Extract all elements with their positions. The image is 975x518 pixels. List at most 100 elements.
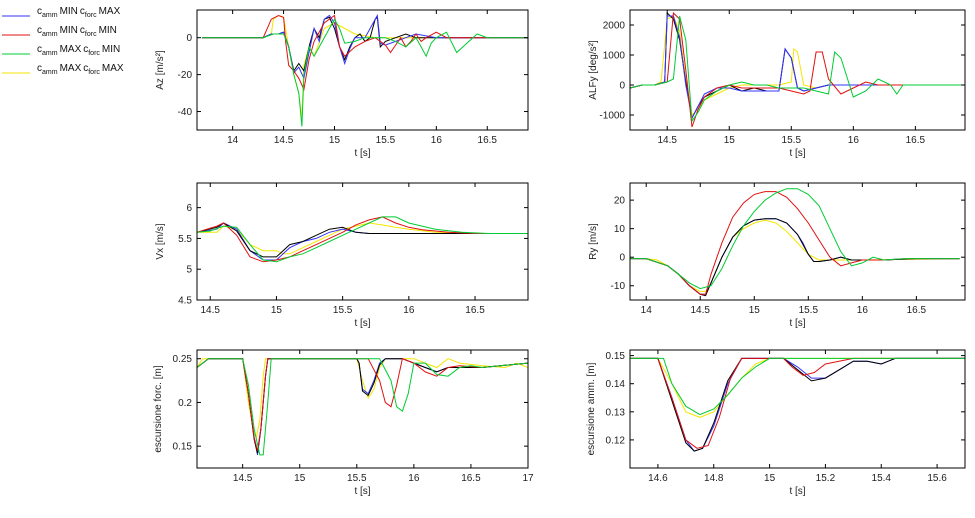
y-tick-label: 20 (614, 196, 626, 207)
series-line-green (197, 216, 528, 263)
x-tick-label: 16 (848, 135, 860, 146)
x-tick-label: 15.5 (799, 305, 819, 316)
axes-frame (196, 182, 529, 301)
series-line-green (630, 15, 965, 123)
vx-plot: 14.5 15 15.5 16 16.5 6 5.5 5 4.5 t [s] Vx [m/s] (155, 182, 529, 329)
y-tick-label: 0.14 (606, 379, 626, 390)
series-line-green (630, 357, 965, 416)
y-tick-label: 4.5 (178, 296, 192, 307)
series-line-blue (630, 218, 960, 295)
series-line-red (197, 358, 528, 451)
series-line-yellow (202, 14, 528, 119)
x-tick-label: 14 (641, 305, 653, 316)
y-tick-label: -10 (611, 281, 626, 292)
series-line-black (197, 358, 528, 454)
y-axis-label: Az [m/s²] (155, 50, 166, 90)
y-tick-label: 1000 (603, 51, 626, 62)
y-axis-label: escursione forc. [m] (153, 365, 164, 452)
y-axis-label: Vx [m/s] (155, 223, 166, 259)
x-tick-label: 15.6 (927, 473, 947, 484)
x-tick-label: 16 (857, 305, 869, 316)
x-tick-label: 15 (764, 473, 776, 484)
axes-frame (196, 349, 529, 469)
legend-entry: camm MAX cforc MIN (2, 44, 120, 57)
x-tick-label: 14.5 (274, 135, 294, 146)
x-tick-label: 15.4 (872, 473, 892, 484)
x-tick-label: 15 (294, 473, 306, 484)
x-axis-label: t [s] (354, 486, 370, 497)
escursione-forc-plot: 14.5 15 15.5 16 16.5 17 0.25 0.2 0.15 t [s] escurs… (153, 349, 534, 497)
series-line-yellow (630, 219, 960, 292)
y-tick-label: -40 (178, 107, 193, 118)
y-tick-label: 0.25 (173, 354, 193, 365)
x-tick-label: 16.5 (906, 135, 926, 146)
x-tick-label: 14.6 (648, 473, 668, 484)
x-tick-label: 16 (403, 305, 415, 316)
series-line-black (197, 222, 528, 258)
series-line-yellow (630, 15, 965, 117)
series-line-blue (197, 358, 528, 455)
y-tick-label: 0.15 (606, 351, 626, 362)
x-tick-label: 15 (749, 305, 761, 316)
y-tick-label: 0.13 (606, 407, 626, 418)
series-line-green (202, 18, 528, 127)
series-line-red (630, 191, 960, 295)
series-line-yellow (630, 357, 965, 418)
ry-plot: 14 14.5 15 15.5 16 16.5 20 10 0 -10 t [s] Ry [m/s] (588, 182, 966, 329)
x-tick-label: 15.5 (782, 135, 802, 146)
series-line-blue (630, 15, 965, 120)
axes-frame (196, 9, 529, 131)
y-tick-label: 0 (619, 253, 625, 264)
x-tick-label: 15.5 (333, 305, 353, 316)
legend-label: camm MIN cforc MIN (37, 25, 117, 38)
x-tick-label: 15.2 (816, 473, 836, 484)
legend-label: camm MAX cforc MIN (37, 44, 120, 57)
x-tick-label: 16.5 (478, 135, 498, 146)
y-tick-label: 0.2 (178, 398, 192, 409)
x-tick-label: 15 (329, 135, 341, 146)
x-tick-label: 14 (227, 135, 239, 146)
x-axis-label: t [s] (354, 148, 370, 159)
x-axis-label: t [s] (789, 486, 805, 497)
x-axis-label: t [s] (789, 318, 805, 329)
x-tick-label: 14.5 (201, 305, 221, 316)
x-tick-label: 16.5 (465, 305, 485, 316)
series-line-red (630, 11, 965, 128)
legend-label: camm MAX cforc MAX (37, 63, 124, 76)
series-line-black (630, 357, 965, 452)
series-line-black (630, 11, 965, 120)
escursione-amm-plot: 14.6 14.8 15 15.2 15.4 15.6 0.15 0.14 0.13 0.12 t … (586, 349, 966, 497)
legend-entry: camm MIN cforc MAX (2, 6, 121, 19)
x-tick-label: 15.5 (347, 473, 367, 484)
series-line-red (197, 216, 528, 263)
series-line-blue (630, 357, 965, 452)
x-tick-label: 15 (724, 135, 736, 146)
legend-entry: camm MAX cforc MAX (2, 63, 124, 76)
y-tick-label: 5 (186, 265, 192, 276)
series-line-red (630, 357, 965, 449)
y-tick-label: 10 (614, 224, 626, 235)
x-axis-label: t [s] (354, 318, 370, 329)
series-line-yellow (197, 358, 528, 439)
y-axis-label: ALFy [deg/s²] (588, 40, 599, 100)
y-tick-label: 5.5 (178, 234, 192, 245)
y-axis-label: escursione amm. [m] (586, 362, 597, 455)
y-tick-label: 0.12 (606, 435, 626, 446)
x-axis-label: t [s] (789, 148, 805, 159)
az-plot: 14 14.5 15 15.5 16 16.5 0 -20 -40 t [s] Az [m/s²] (155, 9, 529, 159)
series-line-green (197, 358, 528, 456)
series-line-black (202, 16, 528, 73)
series-line-green (630, 188, 960, 290)
x-tick-label: 15.5 (376, 135, 396, 146)
legend-label: camm MIN cforc MAX (37, 6, 121, 19)
series-line-blue (202, 13, 528, 80)
x-tick-label: 14.8 (704, 473, 724, 484)
x-tick-label: 14.5 (657, 135, 677, 146)
series-line-blue (197, 222, 528, 261)
y-tick-label: 2000 (603, 21, 626, 32)
axes-frame (629, 349, 966, 469)
x-tick-label: 14.5 (233, 473, 253, 484)
y-tick-label: 0 (186, 33, 192, 44)
x-tick-label: 16 (431, 135, 443, 146)
